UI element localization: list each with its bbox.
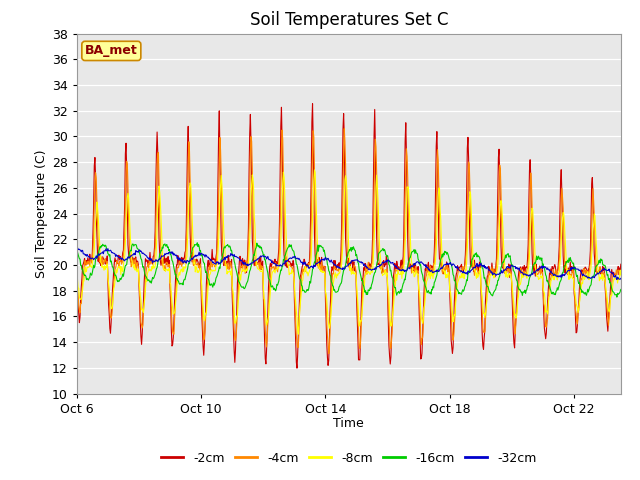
Title: Soil Temperatures Set C: Soil Temperatures Set C	[250, 11, 448, 29]
Legend: -2cm, -4cm, -8cm, -16cm, -32cm: -2cm, -4cm, -8cm, -16cm, -32cm	[156, 447, 541, 469]
X-axis label: Time: Time	[333, 417, 364, 430]
Text: BA_met: BA_met	[85, 44, 138, 58]
Y-axis label: Soil Temperature (C): Soil Temperature (C)	[35, 149, 48, 278]
